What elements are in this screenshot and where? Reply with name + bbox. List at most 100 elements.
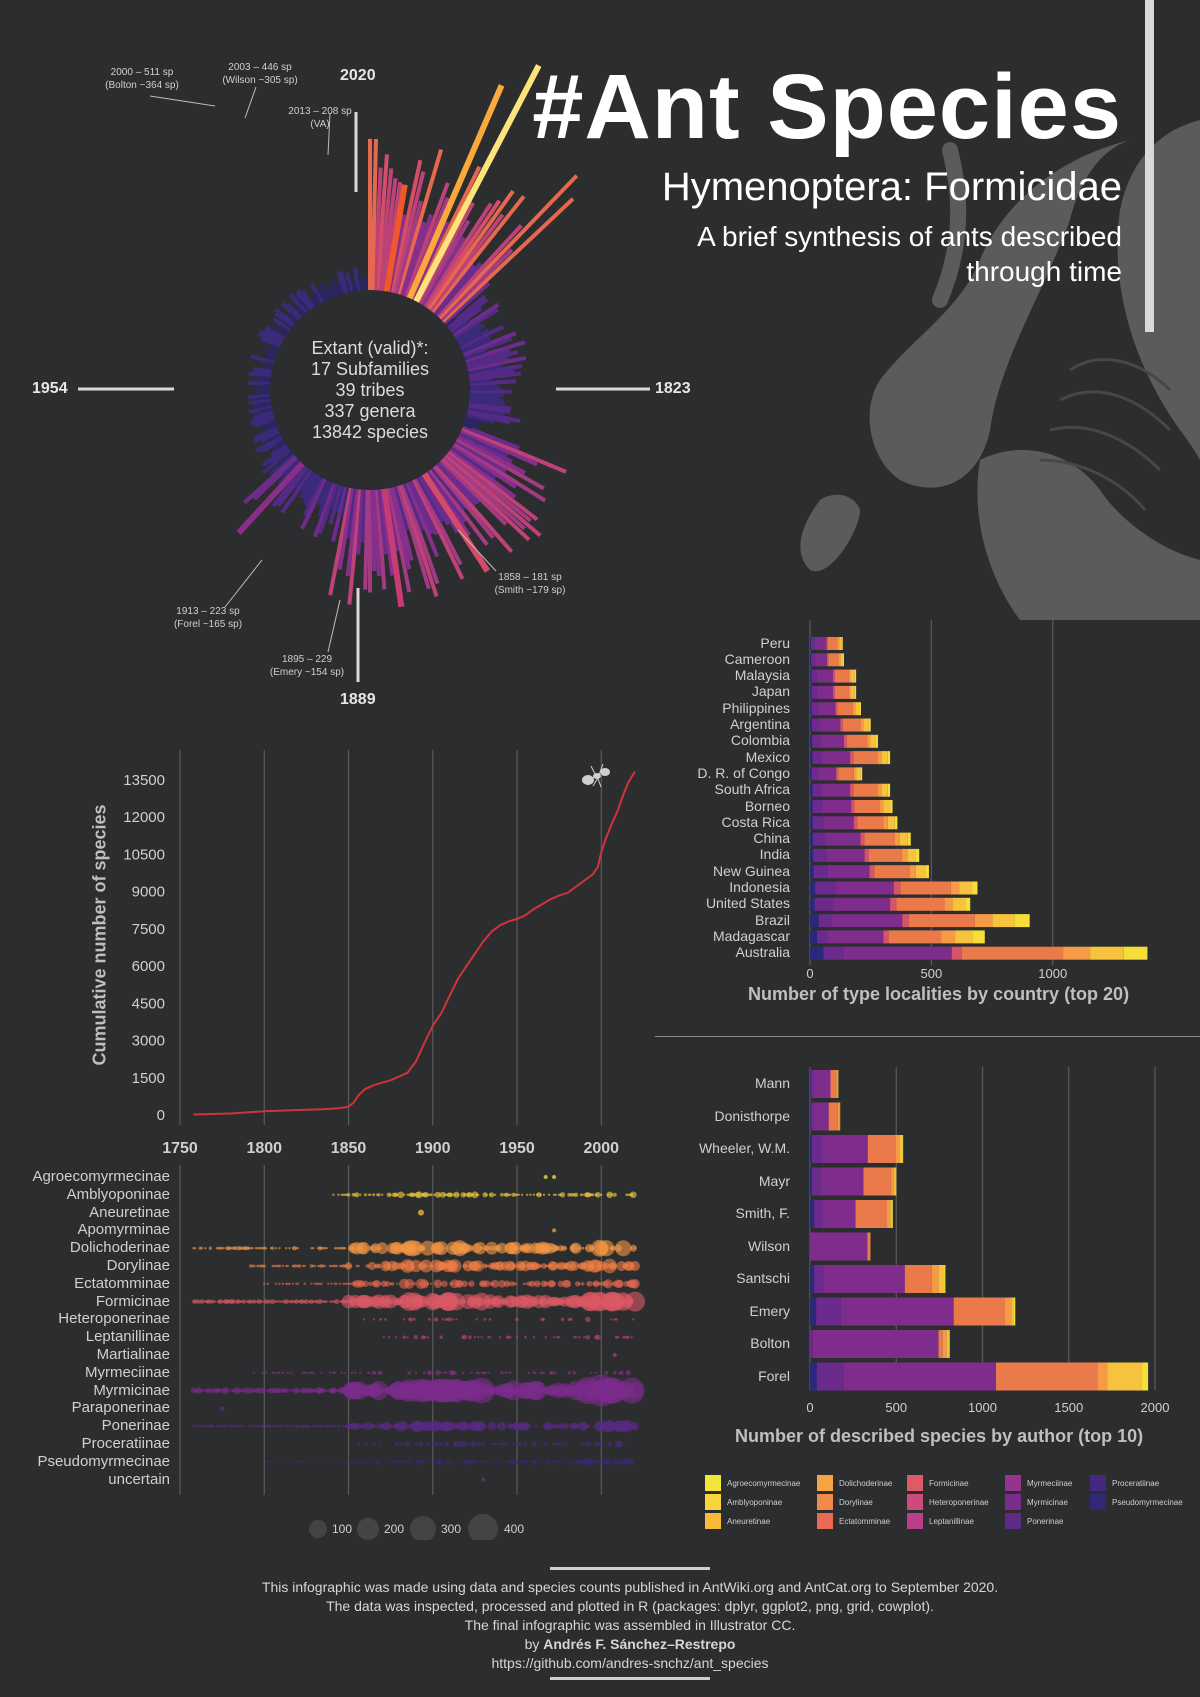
bar-segment [946,1330,949,1358]
subfamily-point [334,1299,340,1305]
radial-bar [444,315,457,327]
subfamily-point [633,1247,637,1250]
radial-bar [302,475,322,504]
subfamily-point [210,1389,214,1392]
subfamily-point [555,1459,560,1465]
bar-segment [822,1200,856,1228]
country-label: Argentina [730,716,790,732]
subfamily-point [214,1300,217,1303]
subfamily-point [199,1299,205,1304]
bar-segment [1090,946,1124,960]
subfamily-point [328,1264,332,1268]
bar-segment [810,1102,811,1131]
radial-bar [312,482,337,538]
bar-segment [870,734,876,748]
footer-link[interactable]: https://github.com/andres-snchz/ant_spec… [491,1655,769,1671]
subfamily-point [335,1389,338,1392]
subfamily-point [360,1460,364,1464]
subfamily-point [513,1282,518,1286]
subfamily-point [286,1300,290,1303]
subfamily-point [327,1282,330,1285]
subfamily-point [551,1460,554,1463]
subfamily-point [503,1280,511,1288]
subfamily-point [325,1300,328,1303]
subfamily-point [625,1291,645,1312]
subfamily-point [261,1371,264,1374]
bar-segment [810,767,812,781]
radial-bar [420,236,466,306]
subfamily-point [412,1282,416,1286]
subfamily-point [534,1371,537,1374]
subfamily-point [453,1191,460,1198]
bar-segment [812,783,823,797]
bar-segment [810,751,813,765]
radial-bar [286,303,303,320]
subfamily-point [523,1422,531,1430]
size-legend: 100 200 300 400 [300,1510,600,1544]
radial-bar [466,356,509,370]
subfamily-point [455,1279,464,1288]
radial-bar [269,453,296,477]
subfamily-point [296,1247,300,1250]
subfamily-point [594,1459,599,1464]
subfamily-point [433,1441,439,1447]
bar-segment [839,637,842,650]
bar-segment [860,767,863,781]
subfamily-point [310,1460,313,1463]
subfamily-point [474,1459,479,1464]
x-tick-label: 1000 [1038,966,1067,981]
y-tick-label: 10500 [123,846,165,863]
radial-bar [469,379,517,387]
annotation-leader [457,529,497,572]
radial-bar [263,433,282,445]
radial-bar [253,403,272,411]
subfamily-point [401,1442,404,1446]
country-label: Philippines [722,699,790,716]
subfamily-point [520,1460,524,1464]
subfamily-point [616,1261,627,1271]
subfamily-point [323,1247,327,1250]
subfamily-point [425,1441,430,1447]
subfamily-point [283,1388,289,1394]
subfamily-point [495,1460,499,1464]
subfamily-point [379,1387,385,1394]
radial-bar [434,262,483,317]
subfamily-point [295,1460,298,1463]
subfamily-point [291,1300,295,1303]
subfamily-point [383,1421,392,1431]
subfamily-point [527,1371,531,1374]
bar-segment [840,653,843,667]
subfamily-point [381,1193,384,1196]
subfamily-point [505,1460,509,1464]
subfamily-point [524,1282,527,1285]
subfamily-label: Pseudomyrmecinae [37,1452,170,1470]
subfamily-point [399,1460,402,1463]
subfamily-label: Formicinae [95,1292,170,1310]
subfamily-point [487,1421,497,1431]
subfamily-point [529,1280,536,1287]
subfamily-point [313,1282,317,1285]
bar-segment [950,881,960,895]
subfamily-point [439,1335,443,1339]
subfamily-point [313,1264,317,1268]
page-title: #Ant Species [532,56,1122,158]
country-label: Borneo [744,797,790,814]
bar-segment [837,702,853,716]
subfamily-point [443,1371,446,1375]
subfamily-point [330,1282,333,1285]
subfamily-label: Martialinae [96,1346,170,1363]
subfamily-label: Paraponerinae [71,1399,170,1417]
subfamily-point [447,1317,452,1322]
subfamily-point [549,1261,559,1271]
subfamily-point [418,1442,423,1446]
radial-bar [311,296,320,306]
radial-bar [432,264,476,315]
legend-swatch [817,1475,833,1491]
subfamily-point [451,1460,455,1463]
bar-segment [894,816,898,830]
subfamily-label: Agroecomyrmecinae [32,1168,170,1185]
subfamily-point [378,1370,383,1375]
radial-bar [460,428,538,467]
y-tick-label: 12000 [123,809,165,826]
bar-segment [815,653,827,667]
